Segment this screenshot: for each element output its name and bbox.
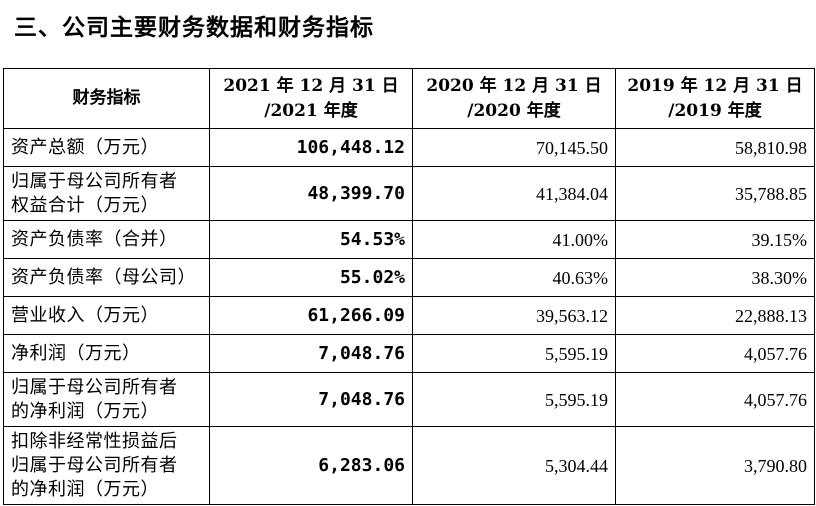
value-2019: 22,888.13: [615, 296, 815, 335]
value-2020: 39,563.12: [412, 296, 616, 335]
table-header-row: 财务指标 2021 年 12 月 31 日 /2021 年度 2020 年 12…: [3, 68, 815, 129]
value-2019: 35,788.85: [615, 166, 815, 221]
table-row: 净利润（万元） 7,048.76 5,595.19 4,057.76: [3, 334, 815, 373]
value-2021: 61,266.09: [209, 296, 413, 335]
value-2019: 4,057.76: [615, 372, 815, 427]
value-2021: 106,448.12: [209, 128, 413, 167]
header-2020-line1: 2020 年 12 月 31 日: [426, 75, 602, 96]
header-metric: 财务指标: [3, 68, 210, 129]
header-2019-line2: /2019 年度: [668, 100, 762, 121]
value-2021: 48,399.70: [209, 166, 413, 221]
header-2019: 2019 年 12 月 31 日 /2019 年度: [615, 68, 815, 129]
value-2020: 5,595.19: [412, 372, 616, 427]
row-label: 归属于母公司所有者 的净利润（万元）: [3, 372, 210, 427]
value-2019: 39.15%: [615, 220, 815, 259]
value-2020: 40.63%: [412, 258, 616, 297]
table-row: 归属于母公司所有者 的净利润（万元） 7,048.76 5,595.19 4,05…: [3, 372, 815, 427]
table-row: 营业收入（万元） 61,266.09 39,563.12 22,888.13: [3, 296, 815, 335]
header-2021-line2: /2021 年度: [264, 100, 358, 121]
table-row: 资产负债率（合并） 54.53% 41.00% 39.15%: [3, 220, 815, 259]
row-label: 营业收入（万元）: [3, 296, 210, 335]
financial-data-table: 财务指标 2021 年 12 月 31 日 /2021 年度 2020 年 12…: [3, 68, 815, 505]
value-2019: 4,057.76: [615, 334, 815, 373]
value-2021: 7,048.76: [209, 372, 413, 427]
value-2021: 55.02%: [209, 258, 413, 297]
value-2020: 41,384.04: [412, 166, 616, 221]
value-2020: 70,145.50: [412, 128, 616, 167]
row-label: 净利润（万元）: [3, 334, 210, 373]
value-2019: 3,790.80: [615, 426, 815, 505]
value-2020: 41.00%: [412, 220, 616, 259]
row-label: 资产总额（万元）: [3, 128, 210, 167]
header-2020-line2: /2020 年度: [467, 100, 561, 121]
row-label: 资产负债率（母公司）: [3, 258, 210, 297]
header-2019-line1: 2019 年 12 月 31 日: [627, 75, 803, 96]
value-2021: 6,283.06: [209, 426, 413, 505]
table-row: 扣除非经常性损益后 归属于母公司所有者 的净利润（万元） 6,283.06 5,30…: [3, 426, 815, 505]
header-2020: 2020 年 12 月 31 日 /2020 年度: [412, 68, 616, 129]
row-label: 资产负债率（合并）: [3, 220, 210, 259]
header-2021-line1: 2021 年 12 月 31 日: [223, 75, 399, 96]
table-row: 归属于母公司所有者 权益合计（万元） 48,399.70 41,384.04 35…: [3, 166, 815, 221]
row-label: 扣除非经常性损益后 归属于母公司所有者 的净利润（万元）: [3, 426, 210, 505]
section-heading: 三、公司主要财务数据和财务指标: [14, 15, 374, 41]
value-2019: 38.30%: [615, 258, 815, 297]
value-2021: 7,048.76: [209, 334, 413, 373]
value-2020: 5,595.19: [412, 334, 616, 373]
header-2021: 2021 年 12 月 31 日 /2021 年度: [209, 68, 413, 129]
table-row: 资产总额（万元） 106,448.12 70,145.50 58,810.98: [3, 128, 815, 167]
value-2019: 58,810.98: [615, 128, 815, 167]
value-2020: 5,304.44: [412, 426, 616, 505]
table-row: 资产负债率（母公司） 55.02% 40.63% 38.30%: [3, 258, 815, 297]
value-2021: 54.53%: [209, 220, 413, 259]
row-label: 归属于母公司所有者 权益合计（万元）: [3, 166, 210, 221]
